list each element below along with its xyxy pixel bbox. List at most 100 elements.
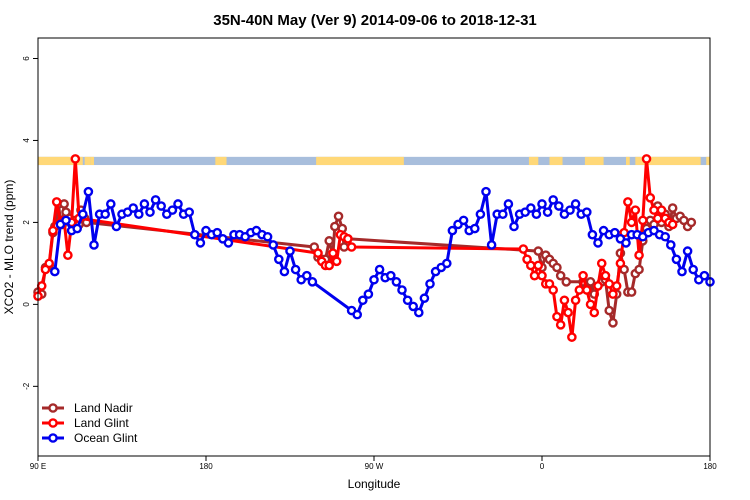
data-point [531,209,542,220]
data-point [72,223,82,234]
legend-item: Ocean Glint [42,431,138,445]
data-point [652,213,663,224]
data-point [374,264,385,275]
data-point [150,195,161,205]
x-tick-label: 180 [703,462,717,471]
data-point [285,246,295,256]
data-point [552,262,562,273]
data-point [469,223,480,234]
data-point [391,277,402,287]
data-point [533,260,544,271]
data-point [133,209,144,220]
land-band-segment [38,156,83,166]
data-point [497,209,508,220]
land-band-segment [84,156,91,166]
data-point [671,254,682,265]
data-point [621,238,631,248]
x-tick-label: 90 W [365,462,384,471]
data-point [559,295,570,306]
data-point [475,209,486,220]
land-band-segment [635,156,701,166]
chart-title: 35N-40N May (Ver 9) 2014-09-06 to 2018-1… [213,12,537,29]
legend-swatch-marker [48,418,58,428]
y-tick-label: 2 [22,220,31,225]
data-point [156,201,166,211]
data-point [363,289,374,299]
x-axis-ticks: 90 E 180 90 W 0 180 [30,456,717,471]
land-band-segment [528,156,539,166]
y-tick-label: -2 [22,382,31,390]
data-point [630,205,641,215]
data-point [518,244,529,254]
data-point [645,193,656,203]
data-point [447,225,458,236]
data-point [50,266,60,277]
data-point [641,154,652,164]
data-point [441,258,452,269]
data-point [526,203,536,213]
data-point [686,217,697,228]
data-point [567,332,577,342]
data-point [324,260,335,271]
data-point [666,240,676,250]
data-point [667,219,678,230]
land-ocean-band [38,156,710,166]
data-point [537,270,547,281]
data-point [699,270,710,281]
data-point [688,264,699,275]
data-point [63,250,73,260]
data-point [600,270,611,281]
data-point [611,281,622,291]
data-point [552,311,562,322]
data-point [329,221,340,232]
data-point [331,256,342,267]
y-axis-ticks: -2 0 2 4 6 [22,56,38,390]
y-tick-label: 4 [22,138,31,143]
data-point [548,285,559,295]
legend-label: Ocean Glint [74,431,138,445]
data-point [167,205,178,215]
data-point [604,305,615,316]
data-point [582,207,592,217]
data-point [301,270,312,281]
data-point [608,318,618,328]
data-point [357,295,368,306]
y-tick-label: 6 [22,56,31,61]
data-point [128,203,138,213]
data-point [195,238,206,248]
data-point [402,295,413,306]
data-point [649,205,659,215]
data-point [610,227,620,238]
data-point [352,309,363,320]
data-point [36,281,47,291]
data-point [596,258,607,269]
data-point [290,264,301,275]
y-tick-label: 0 [22,302,31,307]
land-band-segment [90,156,94,166]
data-point [139,199,150,209]
land-band-segment [584,156,604,166]
data-point [268,240,279,250]
land-band-segment [706,156,710,166]
data-point [589,307,600,318]
legend-swatch-marker [48,403,58,413]
data-point [223,238,234,248]
data-point [184,207,194,217]
x-tick-label: 180 [199,462,213,471]
data-point [408,301,419,312]
data-point [542,207,553,217]
data-point [555,270,566,281]
data-point [529,270,540,281]
data-point [89,240,99,250]
data-point [634,250,644,260]
legend-item: Land Nadir [42,401,133,415]
data-point [604,279,615,289]
data-point [100,209,110,220]
data-point [682,246,693,256]
data-point [343,234,353,244]
data-point [585,299,596,310]
data-point [667,203,678,213]
data-point [83,186,94,197]
data-point [565,205,575,215]
